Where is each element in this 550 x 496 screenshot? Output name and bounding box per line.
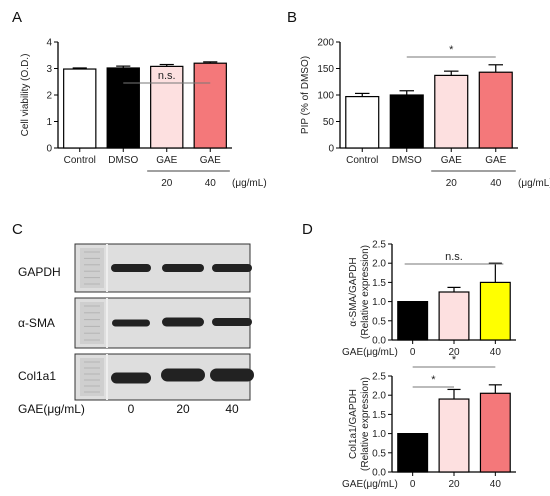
panel-letter-d: D (302, 221, 313, 238)
y-tick-label: 2.0 (372, 259, 386, 270)
chart-d-bottom: 0.0 0.5 1.0 1.5 2.0 2.5 0 20 40 GAE(μg/mL) Col1a1/… (342, 354, 516, 490)
blot-lane-label-40: 40 (225, 402, 239, 416)
y-tick-label: 4 (46, 38, 52, 49)
x-tick-label: Control (346, 155, 378, 166)
y-axis-label-2: (Relative expression) (360, 377, 371, 471)
y-tick-label: 1.5 (372, 410, 386, 421)
y-axis-label-2: (Relative expression) (360, 245, 371, 339)
protein-band (212, 264, 252, 272)
blot-label-asma: α-SMA (18, 316, 55, 330)
protein-band (210, 368, 254, 382)
y-tick-label: 1.0 (372, 429, 386, 440)
x-axis-label: GAE(μg/mL) (342, 347, 398, 358)
x-tick-label: Control (64, 155, 96, 166)
x-tick-label: 0 (410, 347, 416, 358)
x-tick-label: 0 (410, 479, 416, 490)
bar (63, 68, 97, 149)
bar (479, 281, 511, 341)
x-tick-label: 20 (448, 347, 460, 358)
panel-letter-c: C (12, 221, 23, 238)
panel-letter-b: B (287, 9, 297, 26)
y-tick-label: 0.0 (372, 336, 386, 347)
bar (438, 398, 470, 473)
dose-label: 40 (205, 178, 217, 189)
protein-band (162, 317, 204, 327)
x-tick-label: DMSO (108, 155, 138, 166)
bar (434, 74, 469, 149)
y-tick-label: 0 (46, 144, 52, 155)
x-axis-label: GAE(μg/mL) (342, 479, 398, 490)
y-axis-label: α-SMA/GAPDH (348, 257, 359, 326)
y-tick-label: 2 (46, 91, 52, 102)
y-tick-label: 0.0 (372, 468, 386, 479)
y-tick-label: 1.5 (372, 278, 386, 289)
y-tick-label: 50 (323, 117, 335, 128)
significance-label: n.s. (158, 70, 176, 82)
dose-label: 20 (161, 178, 173, 189)
blot-lane-label-20: 20 (176, 402, 190, 416)
x-tick-label: 40 (490, 347, 502, 358)
significance-label: * (452, 354, 457, 366)
bar (150, 65, 184, 149)
dose-label: 40 (490, 178, 502, 189)
ladder-lane (80, 248, 104, 288)
y-tick-label: 2.5 (372, 240, 386, 251)
y-tick-label: 1 (46, 117, 52, 128)
blot-label-gapdh: GAPDH (18, 265, 61, 279)
y-tick-label: 1.0 (372, 297, 386, 308)
x-tick-label: GAE (485, 155, 506, 166)
bar (479, 392, 511, 473)
y-tick-label: 200 (317, 38, 334, 49)
blot-xlabel: GAE(μg/mL) (18, 402, 85, 416)
significance-label: * (449, 44, 454, 56)
bar (193, 62, 227, 149)
x-tick-label: 40 (490, 479, 502, 490)
x-tick-label: 20 (448, 479, 460, 490)
protein-band (111, 372, 151, 384)
y-axis-label: Col1a1/GAPDH (348, 389, 359, 459)
protein-band (161, 368, 205, 382)
bar (397, 433, 429, 473)
x-tick-label: GAE (441, 155, 462, 166)
y-tick-label: 0.5 (372, 316, 386, 327)
bar (345, 95, 380, 149)
protein-band (111, 264, 151, 272)
y-axis-label: Cell viability (O.D.) (20, 54, 31, 137)
protein-band (212, 318, 252, 326)
bar (106, 67, 140, 149)
y-tick-label: 3 (46, 64, 52, 75)
chart-a: 0 1 2 3 4 Control DMSO GAE 20 GAE 40 (μg/mL) Cell vi… (20, 38, 267, 190)
protein-band (112, 319, 150, 327)
bar (478, 71, 513, 149)
dose-unit: (μg/mL) (232, 178, 267, 189)
chart-b: 0 50 100 150 200 Control DMSO GAE 20 GAE 40 (μg/mL)… (300, 38, 550, 190)
blot-lane-label-0: 0 (128, 402, 135, 416)
bar (438, 291, 470, 341)
y-tick-label: 100 (317, 91, 334, 102)
ladder-lane (80, 302, 104, 344)
x-tick-label: DMSO (392, 155, 422, 166)
dose-label: 20 (446, 178, 458, 189)
significance-label: n.s. (445, 251, 463, 263)
y-axis-label: PIP (% of DMSO) (300, 56, 311, 134)
western-blot: GAPDH α-SMA Col1a1 GAE(μg/mL) 0 20 40 (18, 243, 254, 416)
bar (389, 94, 424, 149)
ladder-lane (80, 358, 104, 396)
significance-label: * (431, 374, 436, 386)
y-tick-label: 0.5 (372, 448, 386, 459)
x-tick-label: GAE (156, 155, 177, 166)
protein-band (162, 264, 204, 272)
dose-unit: (μg/mL) (518, 178, 550, 189)
panel-letter-a: A (12, 9, 22, 26)
y-tick-label: 2.5 (372, 372, 386, 383)
y-tick-label: 2.0 (372, 391, 386, 402)
y-tick-label: 150 (317, 64, 334, 75)
chart-d-top: 0.0 0.5 1.0 1.5 2.0 2.5 0 20 40 GAE(μg/mL) α-SMA/G… (342, 240, 516, 358)
x-tick-label: GAE (200, 155, 221, 166)
bar (397, 301, 429, 341)
blot-label-col1a1: Col1a1 (18, 369, 56, 383)
y-tick-label: 0 (328, 144, 334, 155)
